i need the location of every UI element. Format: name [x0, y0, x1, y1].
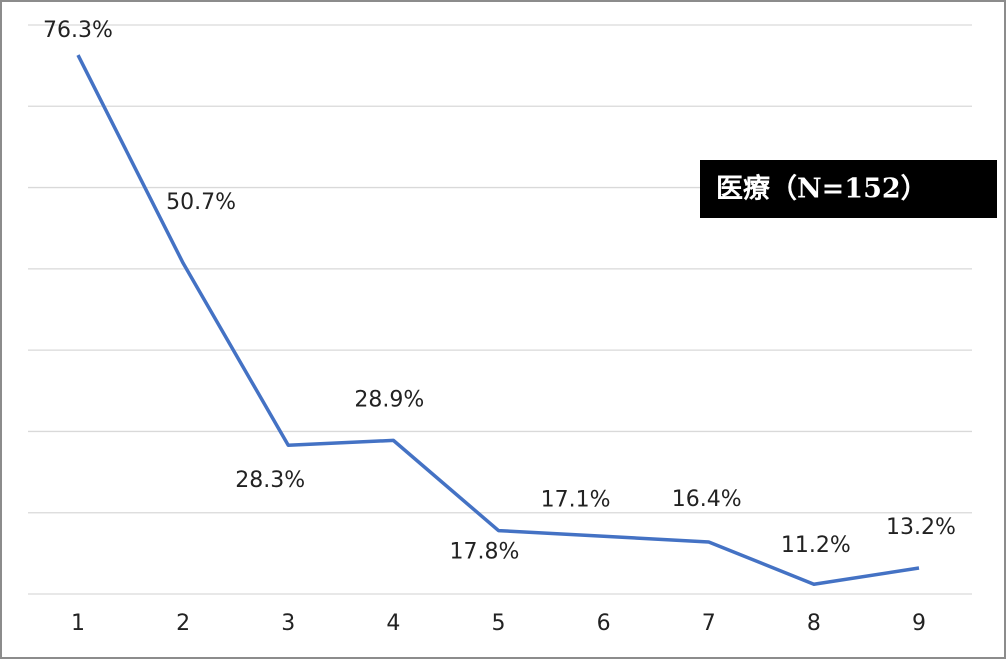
x-tick-label: 6: [597, 611, 611, 636]
x-tick-label: 4: [386, 611, 400, 636]
x-tick-label: 8: [807, 611, 821, 636]
x-tick-label: 5: [492, 611, 506, 636]
x-tick-label: 9: [912, 611, 926, 636]
data-label: 17.8%: [450, 540, 520, 565]
data-label: 11.2%: [781, 533, 851, 558]
x-tick-label: 7: [702, 611, 716, 636]
annotation-box: [700, 160, 997, 218]
line: [76, 54, 920, 586]
annotation: 医療（N=152）: [716, 174, 928, 205]
data-label: 16.4%: [672, 487, 742, 512]
data-label: 28.9%: [354, 387, 424, 412]
data-label: 17.1%: [541, 487, 611, 512]
x-tick-label: 2: [176, 611, 190, 636]
x-tick-label: 3: [281, 611, 295, 636]
data-label: 76.3%: [43, 18, 113, 43]
data-label: 28.3%: [235, 468, 305, 493]
x-tick-label: 1: [71, 611, 85, 636]
data-label: 13.2%: [886, 515, 956, 540]
data-label: 50.7%: [166, 190, 236, 215]
